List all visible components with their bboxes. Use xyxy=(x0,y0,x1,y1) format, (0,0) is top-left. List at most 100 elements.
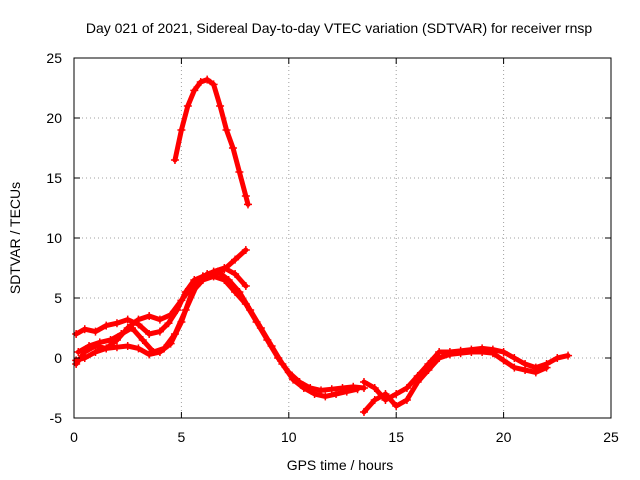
grid xyxy=(74,58,611,418)
data-point xyxy=(353,385,362,394)
data-point xyxy=(134,344,143,353)
chart-title: Day 021 of 2021, Sidereal Day-to-day VTE… xyxy=(86,20,592,36)
data-point xyxy=(123,342,132,350)
data-point xyxy=(413,378,422,386)
data-point xyxy=(564,351,573,360)
data-point xyxy=(222,126,231,134)
x-tick-label: 25 xyxy=(603,429,619,445)
x-tick-label: 10 xyxy=(281,429,297,445)
data-point xyxy=(231,270,240,278)
data-point xyxy=(134,315,143,324)
data-point xyxy=(80,354,89,362)
data-point xyxy=(117,330,126,338)
data-point xyxy=(220,264,229,272)
data-point xyxy=(278,360,287,368)
data-point xyxy=(145,330,154,338)
data-point xyxy=(359,378,368,386)
data-point xyxy=(510,354,519,362)
series-arc-3 xyxy=(72,272,368,395)
data-point xyxy=(435,354,444,362)
data-point xyxy=(402,384,411,392)
data-point xyxy=(149,348,158,356)
x-tick-label: 20 xyxy=(496,429,512,445)
data-point xyxy=(488,349,497,358)
x-tick-labels: 0 5 10 15 20 25 xyxy=(70,429,619,445)
data-point xyxy=(196,78,205,86)
x-tick-label: 5 xyxy=(178,429,186,445)
data-point xyxy=(499,356,508,365)
series-arc-5 xyxy=(170,75,252,209)
data-point xyxy=(542,363,551,372)
data-point xyxy=(155,315,164,324)
data-point xyxy=(521,366,530,374)
data-point xyxy=(392,390,401,398)
data-point xyxy=(246,306,255,314)
data-point xyxy=(209,80,218,89)
data-point xyxy=(190,86,199,95)
data-point xyxy=(170,330,179,338)
data-point xyxy=(299,384,308,392)
data-point xyxy=(243,200,252,209)
y-tick-label: 5 xyxy=(54,290,62,306)
data-point xyxy=(145,312,154,320)
data-point xyxy=(85,342,94,350)
data-point xyxy=(213,267,222,276)
data-point xyxy=(424,366,433,374)
data-point xyxy=(224,276,233,284)
y-tick-label: 0 xyxy=(54,350,62,366)
data-point xyxy=(381,390,390,398)
series-line xyxy=(172,77,251,207)
data-point xyxy=(332,390,341,398)
x-tick-label: 15 xyxy=(388,429,404,445)
series-line xyxy=(73,273,367,393)
y-tick-labels: -5 0 5 10 15 20 25 xyxy=(46,50,62,426)
data-point xyxy=(74,348,83,356)
data-point xyxy=(112,343,121,352)
data-point xyxy=(467,348,476,356)
data-point xyxy=(327,385,336,394)
series-arc-1 xyxy=(72,246,250,338)
data-point xyxy=(155,327,164,336)
data-point xyxy=(228,144,237,152)
data-point xyxy=(241,282,250,290)
y-axis-label: SDTVAR / TECUs xyxy=(7,182,23,294)
data-point xyxy=(216,102,225,110)
data-point xyxy=(192,282,201,290)
data-point xyxy=(102,321,111,330)
data-point xyxy=(402,396,411,404)
data-point xyxy=(510,363,519,372)
data-point xyxy=(531,368,540,377)
data-point xyxy=(289,375,298,384)
data-point xyxy=(112,319,121,328)
data-point xyxy=(145,350,154,359)
y-tick-label: 15 xyxy=(46,170,62,186)
data-point xyxy=(102,344,111,353)
data-point xyxy=(235,288,244,296)
data-point xyxy=(138,336,147,344)
data-point xyxy=(106,336,115,344)
data-point xyxy=(91,327,100,336)
data-point xyxy=(80,325,89,334)
y-tick-label: -5 xyxy=(50,410,63,426)
data-point xyxy=(170,156,179,164)
data-point xyxy=(370,384,379,392)
y-tick-label: 10 xyxy=(46,230,62,246)
series-arc-4 xyxy=(74,267,362,401)
data-point xyxy=(321,392,330,401)
data-point xyxy=(160,344,169,353)
data-point xyxy=(310,390,319,398)
data-point xyxy=(256,324,265,332)
data-point xyxy=(177,296,186,305)
data-point xyxy=(183,102,192,110)
y-tick-label: 20 xyxy=(46,110,62,126)
data-point xyxy=(177,126,186,134)
x-axis-label: GPS time / hours xyxy=(287,457,394,473)
data-point xyxy=(127,324,136,332)
data-point xyxy=(342,387,351,396)
data-point xyxy=(91,348,100,356)
data-point xyxy=(499,348,508,356)
x-tick-label: 0 xyxy=(70,429,78,445)
data-point xyxy=(235,168,244,176)
data-point xyxy=(456,349,465,358)
